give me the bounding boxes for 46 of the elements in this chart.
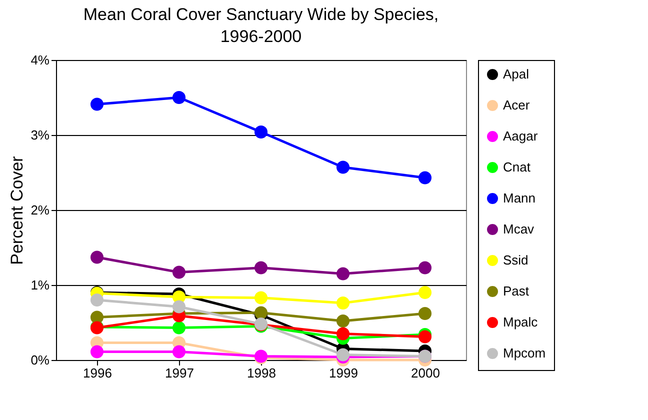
y-axis-title: Percent Cover <box>8 156 27 265</box>
x-tick-label: 1996 <box>83 366 112 380</box>
point <box>336 296 350 310</box>
point <box>336 314 350 328</box>
point <box>172 266 186 279</box>
point <box>254 291 268 304</box>
point <box>254 261 268 274</box>
point <box>418 330 432 344</box>
legend-label: Aagar <box>503 128 538 144</box>
point <box>418 286 432 300</box>
y-tick-label: 0% <box>30 352 50 368</box>
legend-label: Mpcom <box>503 346 546 360</box>
y-tick-label: 4% <box>30 52 50 68</box>
chart-title: Mean Coral Cover Sanctuary Wide by Species, 1996-2000 <box>83 5 439 46</box>
x-tick-label: 1997 <box>165 366 194 380</box>
legend-label: Past <box>503 284 530 298</box>
point <box>172 300 186 314</box>
y-tick-label: 2% <box>30 202 50 218</box>
legend-label: Apal <box>503 66 530 82</box>
legend-label: Mcav <box>503 222 535 236</box>
point <box>336 160 350 174</box>
legend-label: Mpalc <box>503 314 538 330</box>
x-tick-label: 1999 <box>329 366 358 380</box>
point <box>172 321 186 334</box>
y-tick-label: 1% <box>30 278 50 292</box>
legend-label: Mann <box>503 190 536 206</box>
point <box>90 250 104 264</box>
x-tick-label: 1998 <box>247 366 276 380</box>
legend-label: Ssid <box>503 252 528 268</box>
point <box>336 327 350 340</box>
point <box>336 267 350 280</box>
point <box>418 171 432 184</box>
point <box>172 90 186 104</box>
point <box>418 261 432 274</box>
point <box>172 345 186 358</box>
legend-label: Acer <box>503 98 530 112</box>
x-tick-label: 2000 <box>411 366 440 380</box>
point <box>254 306 268 320</box>
point <box>90 345 104 358</box>
point <box>90 293 104 307</box>
point <box>90 98 104 111</box>
point <box>254 125 268 139</box>
y-tick-label: 3% <box>30 128 50 142</box>
legend-label: Cnat <box>503 160 531 174</box>
point <box>418 306 432 320</box>
point <box>336 348 350 362</box>
